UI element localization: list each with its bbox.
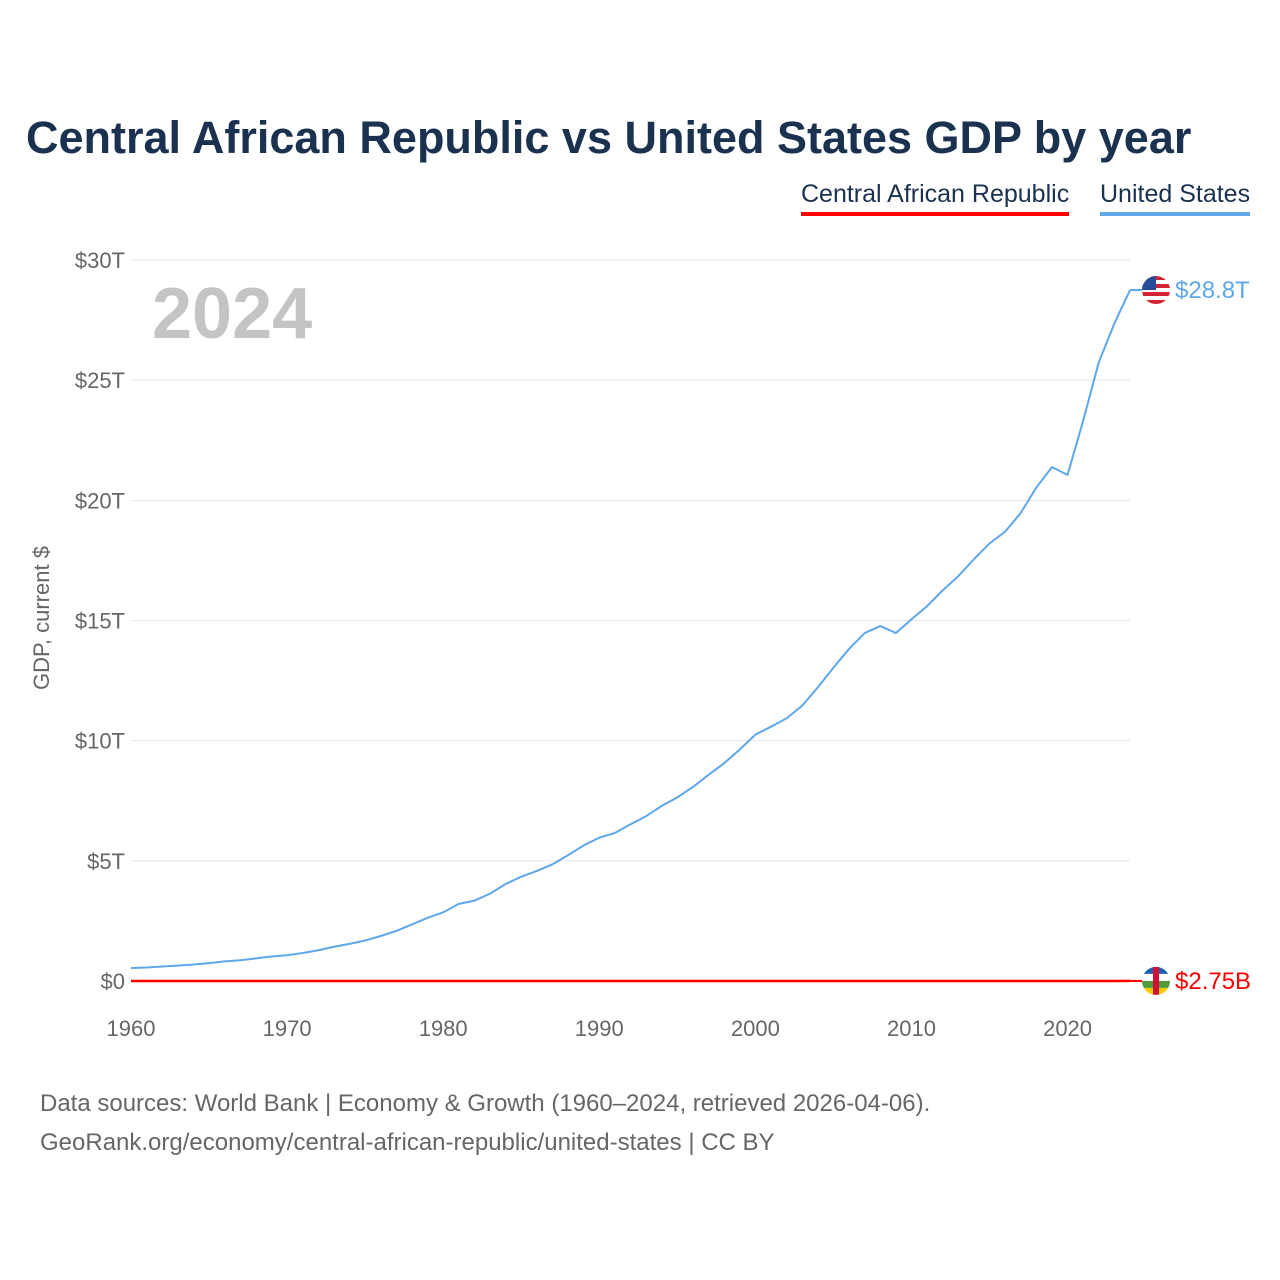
source-line-1: Data sources: World Bank | Economy & Gro… bbox=[40, 1090, 931, 1117]
y-tick-label: $5T bbox=[87, 849, 125, 874]
source-line-2[interactable]: GeoRank.org/economy/central-african-repu… bbox=[40, 1129, 775, 1156]
x-tick-label: 2020 bbox=[1043, 1016, 1092, 1041]
x-tick-label: 2010 bbox=[887, 1016, 936, 1041]
legend-united-states[interactable]: United States bbox=[1100, 180, 1251, 216]
y-tick-label: $25T bbox=[75, 368, 125, 393]
x-tick-label: 1980 bbox=[419, 1016, 468, 1041]
y-tick-label: $15T bbox=[75, 609, 125, 634]
chart-title: Central African Republic vs United State… bbox=[26, 112, 1192, 163]
source-note: Data sources: World Bank | Economy & Gro… bbox=[40, 1084, 930, 1162]
united-states-flag-icon bbox=[1142, 276, 1170, 305]
y-tick-label: $20T bbox=[75, 488, 125, 513]
legend-central-african-republic[interactable]: Central African Republic bbox=[801, 180, 1070, 216]
y-tick-label: $0 bbox=[101, 969, 125, 994]
x-tick-label: 1970 bbox=[263, 1016, 312, 1041]
year-label: 2024 bbox=[152, 274, 312, 354]
x-tick-label: 1960 bbox=[107, 1016, 156, 1041]
x-tick-label: 2000 bbox=[731, 1016, 780, 1041]
end-value-label: $2.75B bbox=[1175, 968, 1251, 995]
central-african-republic-flag-icon bbox=[1142, 966, 1170, 995]
x-tick-label: 1990 bbox=[575, 1016, 624, 1041]
end-value-label: $28.8T bbox=[1175, 277, 1250, 304]
y-tick-label: $30T bbox=[75, 248, 125, 273]
series-line-united-states bbox=[130, 289, 1131, 969]
y-tick-label: $10T bbox=[75, 729, 125, 754]
